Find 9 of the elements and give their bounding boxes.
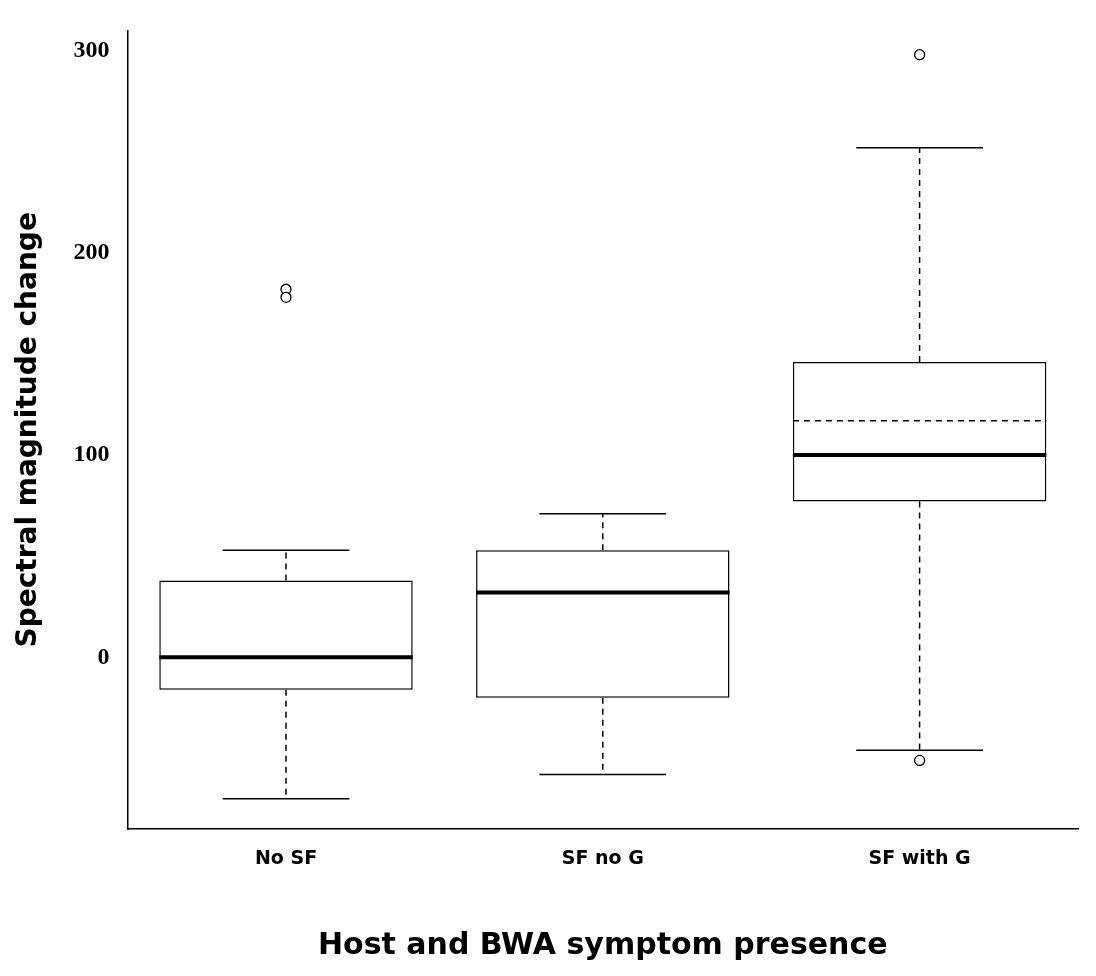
x-tick-label: No SF bbox=[254, 845, 318, 868]
y-tick-label: 200 bbox=[73, 238, 110, 265]
y-tick-label: 100 bbox=[73, 440, 110, 467]
x-axis-title: Host and BWA symptom presence bbox=[317, 925, 888, 961]
x-tick-label: SF no G bbox=[561, 845, 644, 868]
y-tick-label: 300 bbox=[73, 35, 110, 62]
x-tick-label: SF with G bbox=[868, 845, 971, 868]
y-tick-label: 0 bbox=[97, 642, 110, 669]
y-axis-title: Spectral magnitude change bbox=[10, 212, 44, 648]
